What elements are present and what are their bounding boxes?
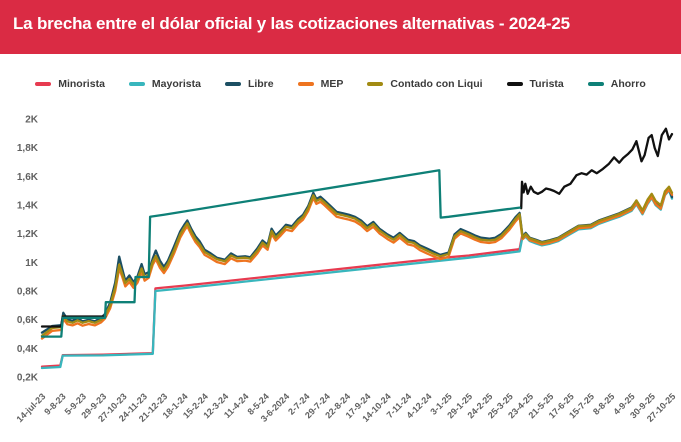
y-axis-tick-label: 0,6K: [17, 315, 39, 326]
legend-item-minorista: Minorista: [35, 78, 105, 90]
legend-swatch-contado-con-liqui: [367, 82, 384, 86]
chart-legend: Minorista Mayorista Libre MEP Contado con Li…: [0, 78, 681, 90]
y-axis-tick-label: 1,2K: [17, 229, 39, 240]
legend-label: Turista: [529, 78, 564, 90]
y-axis-tick-label: 0,8K: [17, 287, 39, 298]
y-axis-tick-label: 1,6K: [17, 172, 39, 183]
series-line-mep: [40, 188, 674, 340]
y-axis-tick-label: 1K: [25, 258, 39, 269]
legend-swatch-minorista: [35, 82, 52, 86]
series-line-ahorro: [40, 169, 521, 338]
legend-item-mep: MEP: [297, 78, 344, 90]
x-axis-tick-label: 14-jul-23: [15, 391, 48, 424]
legend-swatch-mayorista: [128, 82, 145, 86]
y-axis-tick-label: 0,4K: [17, 344, 39, 355]
legend-label: Ahorro: [610, 78, 646, 90]
series-line-contado-con-liqui: [40, 185, 674, 337]
y-axis-tick-label: 2K: [25, 115, 39, 126]
legend-swatch-turista: [506, 82, 523, 86]
y-axis-tick-label: 1,8K: [17, 143, 39, 154]
x-axis-tick-label: 9-8-23: [42, 391, 67, 416]
y-axis-tick-label: 0,2K: [17, 373, 39, 384]
legend-label: Minorista: [58, 78, 105, 90]
series-line-libre: [40, 187, 674, 334]
legend-item-ahorro: Ahorro: [587, 78, 646, 90]
legend-item-mayorista: Mayorista: [128, 78, 201, 90]
header-bar: La brecha entre el dólar oficial y las c…: [0, 0, 681, 54]
legend-label: Libre: [247, 78, 274, 90]
legend-swatch-mep: [297, 82, 314, 86]
legend-item-libre: Libre: [224, 78, 274, 90]
legend-swatch-ahorro: [587, 82, 604, 86]
legend-label: Contado con Liqui: [390, 78, 483, 90]
legend-label: MEP: [320, 78, 344, 90]
legend-label: Mayorista: [151, 78, 201, 90]
page-title: La brecha entre el dólar oficial y las c…: [13, 14, 570, 33]
legend-item-contado-con-liqui: Contado con Liqui: [367, 78, 483, 90]
series-line-turista: [520, 127, 674, 210]
x-axis-tick-label: 8-8-25: [591, 391, 616, 416]
legend-item-turista: Turista: [506, 78, 564, 90]
y-axis-tick-label: 1,4K: [17, 201, 39, 212]
legend-swatch-libre: [224, 82, 241, 86]
